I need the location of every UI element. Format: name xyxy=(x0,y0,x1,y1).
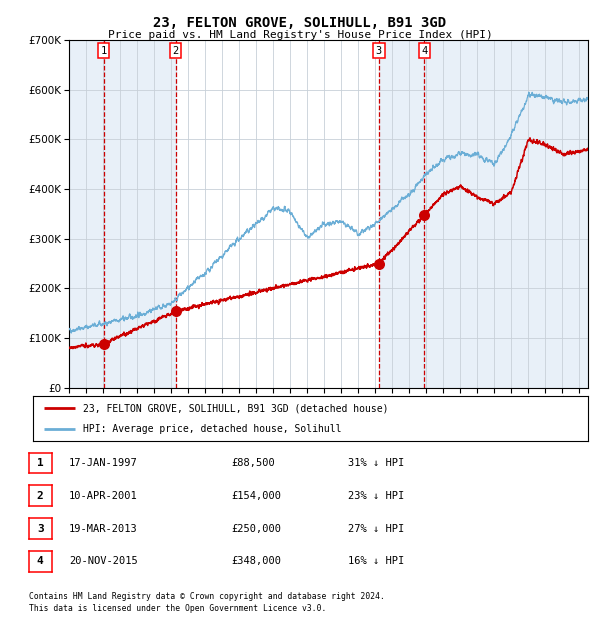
Text: 16% ↓ HPI: 16% ↓ HPI xyxy=(348,556,404,567)
Text: 10-APR-2001: 10-APR-2001 xyxy=(69,490,138,501)
Bar xyxy=(104,40,176,388)
Text: 23, FELTON GROVE, SOLIHULL, B91 3GD: 23, FELTON GROVE, SOLIHULL, B91 3GD xyxy=(154,16,446,30)
Text: 1: 1 xyxy=(101,46,107,56)
Text: £348,000: £348,000 xyxy=(231,556,281,567)
Text: 17-JAN-1997: 17-JAN-1997 xyxy=(69,458,138,468)
Text: 2: 2 xyxy=(37,490,44,501)
Text: £250,000: £250,000 xyxy=(231,523,281,534)
Point xyxy=(99,339,109,348)
Text: 4: 4 xyxy=(37,556,44,567)
Text: Contains HM Land Registry data © Crown copyright and database right 2024.: Contains HM Land Registry data © Crown c… xyxy=(29,592,385,601)
Text: 27% ↓ HPI: 27% ↓ HPI xyxy=(348,523,404,534)
Text: Price paid vs. HM Land Registry's House Price Index (HPI): Price paid vs. HM Land Registry's House … xyxy=(107,30,493,40)
Text: £88,500: £88,500 xyxy=(231,458,275,468)
Text: 23% ↓ HPI: 23% ↓ HPI xyxy=(348,490,404,501)
Text: 31% ↓ HPI: 31% ↓ HPI xyxy=(348,458,404,468)
Text: 19-MAR-2013: 19-MAR-2013 xyxy=(69,523,138,534)
Text: 3: 3 xyxy=(37,523,44,534)
Text: HPI: Average price, detached house, Solihull: HPI: Average price, detached house, Soli… xyxy=(83,424,341,434)
Point xyxy=(374,259,383,268)
Bar xyxy=(379,40,424,388)
Text: 1: 1 xyxy=(37,458,44,468)
Text: 23, FELTON GROVE, SOLIHULL, B91 3GD (detached house): 23, FELTON GROVE, SOLIHULL, B91 3GD (det… xyxy=(83,404,388,414)
Text: 4: 4 xyxy=(421,46,428,56)
Bar xyxy=(69,40,104,388)
Text: 3: 3 xyxy=(376,46,382,56)
Text: 2: 2 xyxy=(173,46,179,56)
Text: 20-NOV-2015: 20-NOV-2015 xyxy=(69,556,138,567)
Text: £154,000: £154,000 xyxy=(231,490,281,501)
Text: This data is licensed under the Open Government Licence v3.0.: This data is licensed under the Open Gov… xyxy=(29,604,326,613)
Bar xyxy=(424,40,588,388)
Point xyxy=(419,210,429,220)
Point xyxy=(171,306,181,316)
